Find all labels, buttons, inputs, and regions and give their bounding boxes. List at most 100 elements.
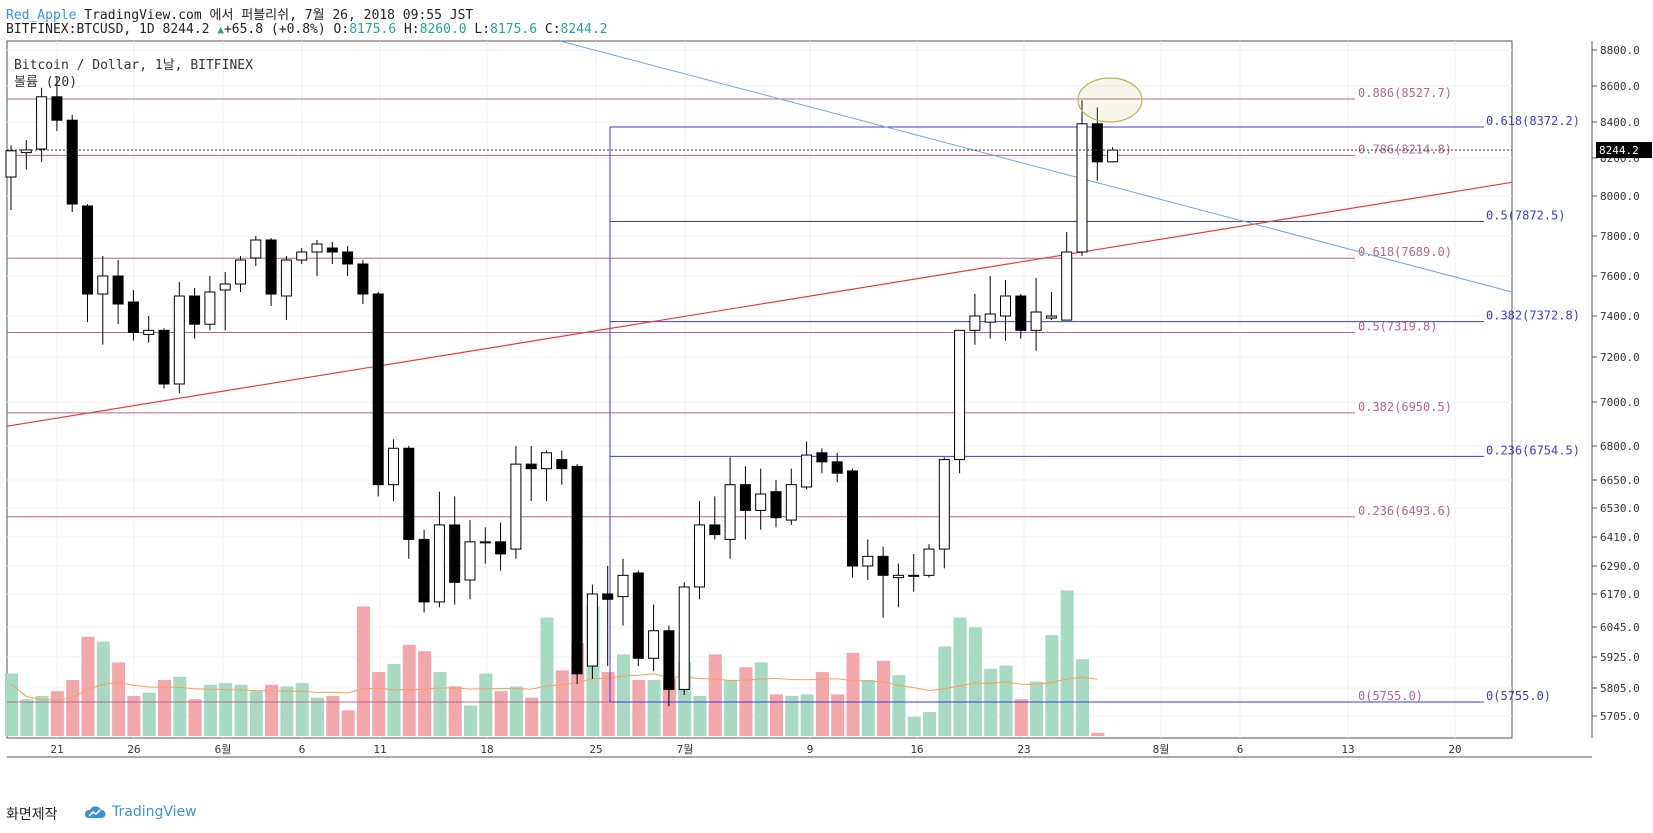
tradingview-brand: TradingView [112, 804, 197, 820]
candle-body [663, 630, 675, 690]
candle-body [173, 295, 185, 385]
volume-bar [846, 652, 860, 736]
candle-body [66, 119, 78, 205]
price-axis-label: 6410.0 [1600, 531, 1640, 544]
volume-bar [448, 686, 462, 736]
volume-bar [968, 627, 982, 736]
time-axis-label: 6월 [215, 743, 232, 756]
volume-bar [433, 672, 447, 736]
fib-level-label: 0(5755.0) [1358, 689, 1423, 703]
volume-bar [509, 686, 523, 736]
volume-bar [464, 705, 477, 736]
candle-body [1045, 315, 1057, 319]
candle-body [189, 295, 201, 325]
candle-body [250, 239, 262, 259]
volume-bar [617, 654, 630, 736]
volume-bar [1045, 635, 1059, 736]
candle-body [1091, 123, 1103, 163]
fib-level-label: 0.886(8527.7) [1358, 86, 1452, 100]
support-trendline [6, 181, 1513, 427]
last-price-label: 8244.2 [1599, 144, 1639, 157]
volume-bar [479, 673, 493, 736]
volume-bar [20, 699, 34, 736]
chart-legend-title: Bitcoin / Dollar, 1날, BITFINEX [14, 58, 253, 73]
candle-body [158, 329, 170, 385]
candle-body [525, 463, 537, 470]
volume-bar [938, 646, 952, 736]
candle-body [969, 315, 981, 331]
candle-body [617, 574, 629, 598]
time-axis-label: 21 [50, 743, 63, 756]
time-axis-label: 26 [127, 743, 140, 756]
volume-bar [494, 691, 508, 736]
time-axis-label: 6 [1237, 743, 1244, 756]
time-axis-label: 7월 [677, 743, 694, 756]
candle-body [831, 461, 843, 474]
symbol-info: BITFINEX:BTCUSD, 1D 8244.2 [6, 22, 210, 37]
volume-bar [219, 683, 233, 736]
volume-bar [907, 716, 921, 736]
low-value: 8175.6 [490, 22, 538, 37]
candle-body [954, 329, 966, 461]
candle-body [1107, 149, 1119, 163]
volume-bar [800, 694, 814, 736]
fib-level-label: 0.786(8214.8) [1358, 142, 1452, 156]
volume-bar [647, 680, 661, 736]
candle-body [1000, 295, 1011, 317]
volume-bar [311, 697, 324, 736]
price-chart[interactable]: 0.886(8527.7) 0.786(8214.8) 0.618(7689.0) 0… [0, 0, 1653, 800]
candle-body [923, 548, 935, 576]
volume-bar [999, 665, 1013, 736]
candle-body [816, 452, 828, 463]
tradingview-logo[interactable]: TradingView [84, 804, 197, 820]
candle-body [602, 593, 614, 600]
volume-bar [953, 617, 967, 736]
time-axis-label: 18 [480, 743, 493, 756]
author-link[interactable]: Red_Apple [6, 8, 77, 23]
price-axis-label: 6530.0 [1600, 502, 1640, 515]
price-axis-label: 8600.0 [1600, 80, 1640, 93]
volume-bar [265, 684, 279, 736]
candle-body [847, 470, 858, 567]
candle-body [648, 630, 660, 659]
candle-body [204, 291, 216, 325]
volume-bar [693, 696, 707, 736]
fib-level-label: 0.618(7689.0) [1358, 245, 1452, 259]
volume-bar [188, 699, 202, 736]
candle-body [36, 96, 48, 150]
volume-bar [525, 697, 539, 736]
made-with-label: 화면제작 [6, 807, 58, 823]
volume-bar [632, 680, 646, 736]
volume-bar [249, 691, 263, 736]
price-axis-label: 5705.0 [1600, 710, 1640, 723]
volume-bar [861, 680, 875, 736]
candle-body [143, 329, 155, 335]
fib-level-label: 0.236(6493.6) [1358, 504, 1452, 518]
plot-frame [6, 40, 1513, 739]
volume-bar [1014, 699, 1028, 736]
price-axis-label: 7800.0 [1600, 230, 1640, 243]
volume-legend: 볼륨 (20) [14, 75, 78, 90]
volume-bar [785, 696, 799, 736]
volume-bar [892, 675, 906, 736]
candle-body [541, 452, 552, 470]
fib-level-label: 0.236(6754.5) [1486, 443, 1580, 457]
time-axis-label: 11 [373, 743, 386, 756]
candle-body [235, 259, 246, 285]
candle-body [694, 524, 705, 588]
volume-bar [662, 678, 676, 736]
volume-bar [372, 672, 386, 736]
volume-bar [724, 680, 738, 736]
candle-body [678, 586, 690, 690]
candle-body [97, 275, 109, 295]
time-axis-label: 25 [589, 743, 602, 756]
candle-body [632, 572, 644, 659]
volume-bar [1030, 681, 1044, 736]
price-axis-label: 7600.0 [1600, 270, 1640, 283]
volume-bar [341, 710, 355, 736]
open-value: 8175.6 [349, 22, 397, 37]
volume-bar [815, 672, 829, 736]
candle-body [495, 541, 507, 555]
volume-bar [203, 684, 217, 736]
cloud-icon [84, 806, 106, 818]
